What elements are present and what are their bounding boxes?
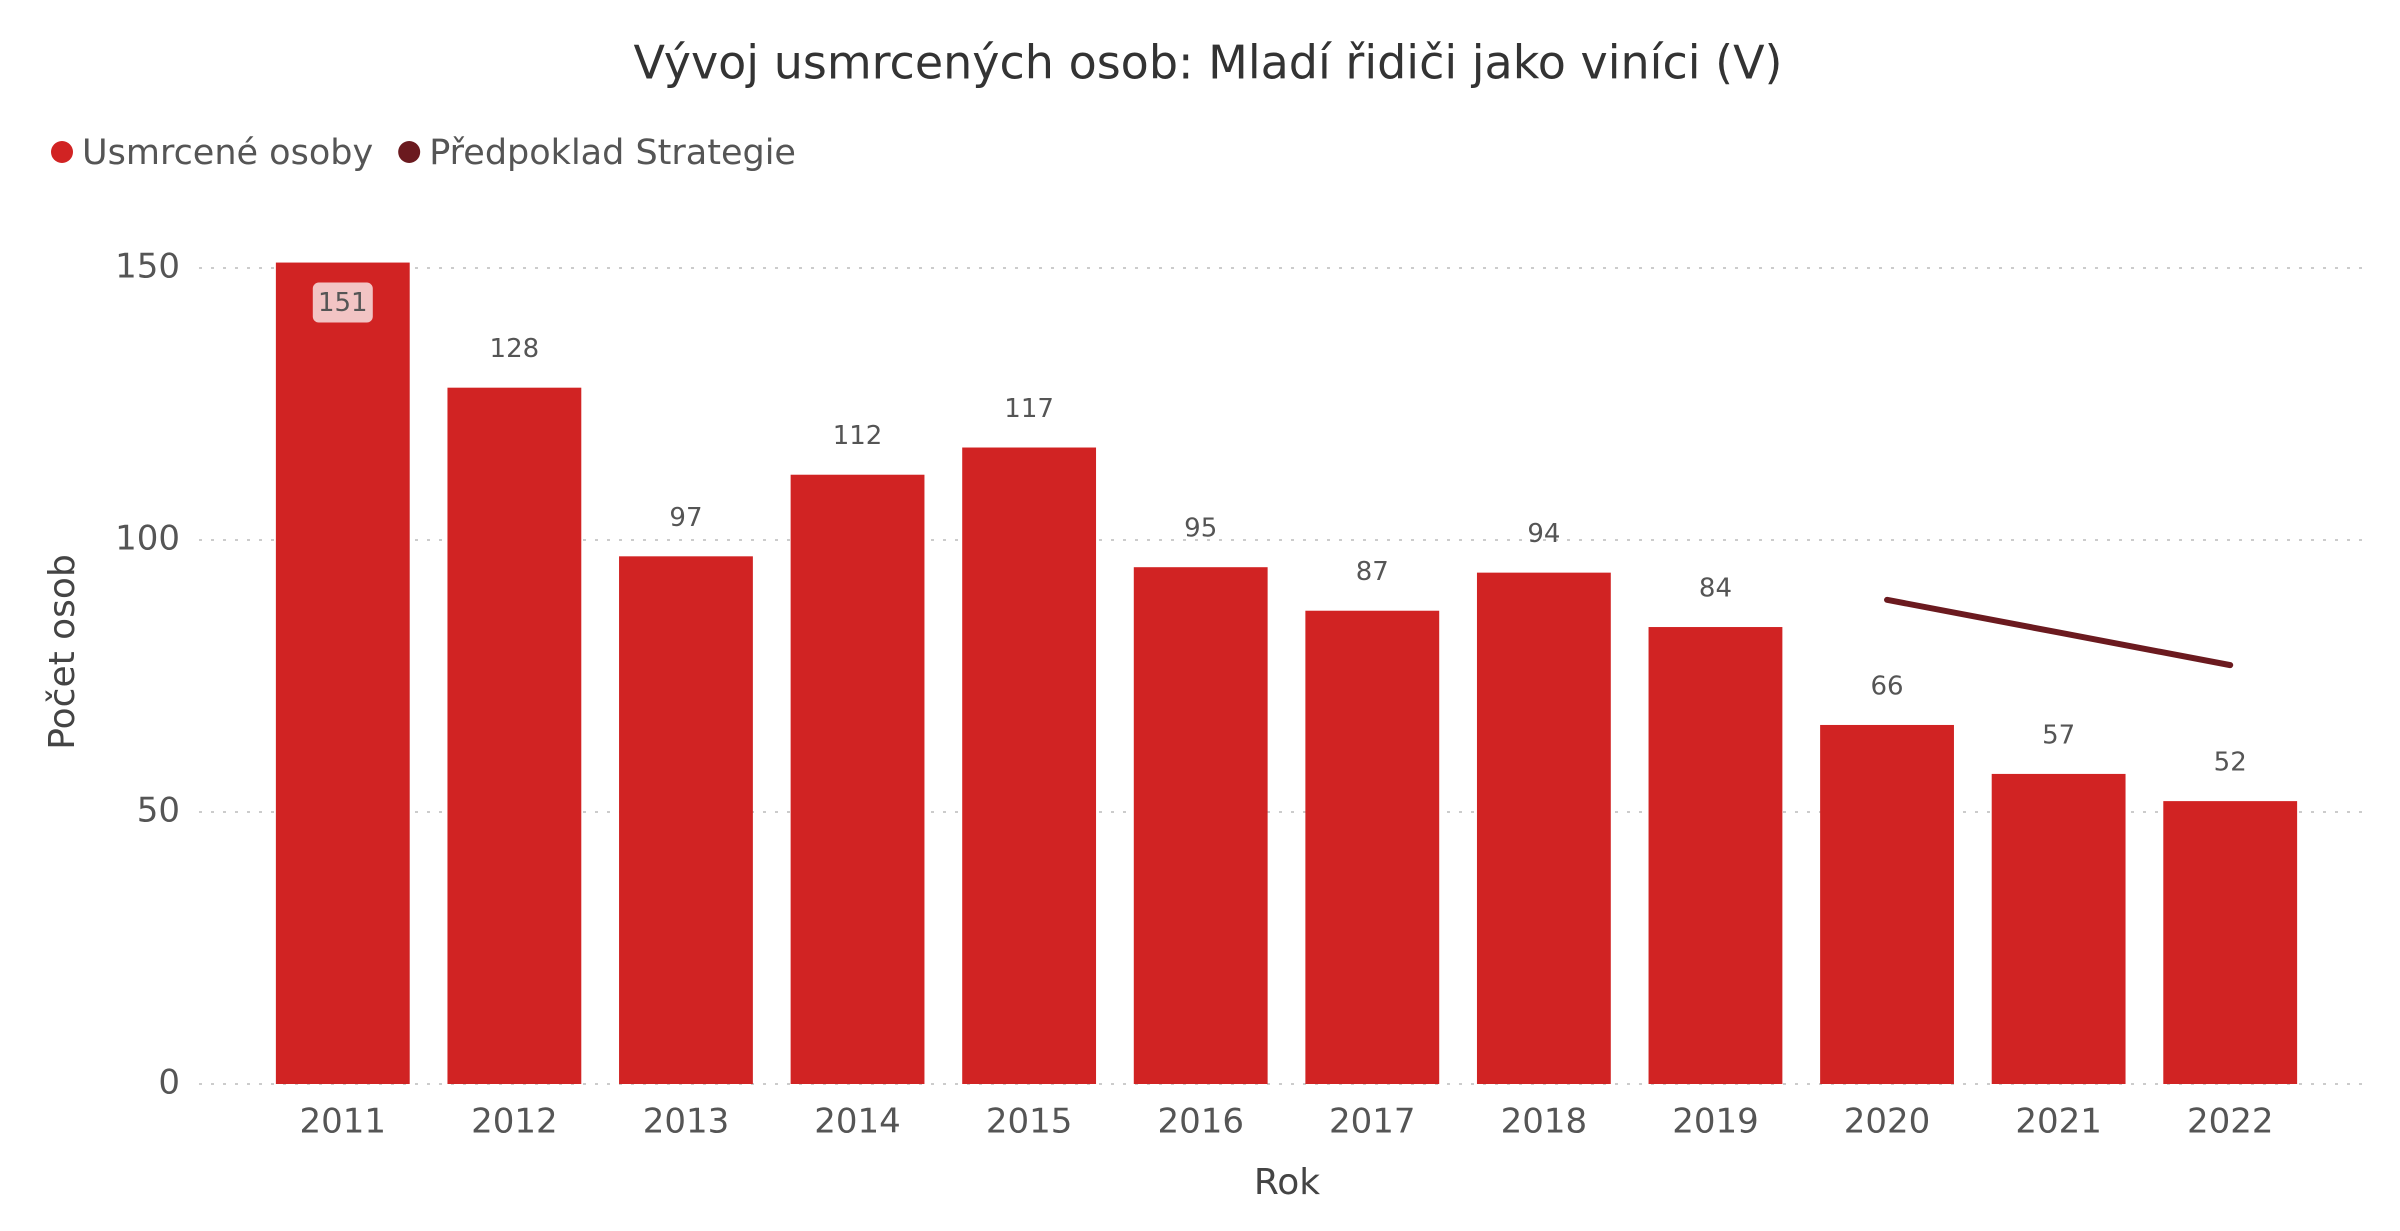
legend-marker bbox=[51, 141, 73, 163]
value-label: 112 bbox=[833, 421, 883, 451]
value-label: 151 bbox=[318, 288, 368, 318]
x-tick-label: 2022 bbox=[2187, 1102, 2274, 1142]
y-tick-label: 150 bbox=[115, 247, 180, 287]
bar bbox=[275, 262, 410, 1084]
bar bbox=[790, 474, 925, 1085]
bar bbox=[447, 387, 582, 1084]
y-tick-label: 0 bbox=[158, 1063, 180, 1103]
value-label: 57 bbox=[2042, 720, 2075, 750]
line bbox=[1884, 596, 2234, 669]
value-label: 97 bbox=[669, 503, 702, 533]
y-tick-label: 100 bbox=[115, 519, 180, 559]
value-label-box bbox=[312, 282, 373, 323]
x-tick-label: 2012 bbox=[471, 1102, 558, 1142]
bar bbox=[1991, 773, 2126, 1084]
bar bbox=[1648, 627, 1783, 1084]
bar bbox=[619, 556, 753, 1084]
value-label: 87 bbox=[1356, 557, 1389, 587]
bar bbox=[962, 447, 1097, 1084]
bar bbox=[1476, 572, 1611, 1084]
bar bbox=[2163, 801, 2298, 1084]
x-tick-label: 2017 bbox=[1329, 1102, 1416, 1142]
value-label: 128 bbox=[490, 334, 540, 364]
x-tick-label: 2014 bbox=[814, 1102, 901, 1142]
bar bbox=[1305, 610, 1440, 1084]
x-tick-label: 2018 bbox=[1501, 1102, 1588, 1142]
chart-title: Vývoj usmrcených osob: Mladí řidiči jako… bbox=[633, 36, 1782, 90]
y-axis-title: Počet osob bbox=[42, 554, 83, 750]
x-tick-label: 2013 bbox=[643, 1102, 730, 1142]
legend-label: Předpoklad Strategie bbox=[429, 133, 796, 173]
legend-marker bbox=[398, 141, 421, 163]
x-tick-label: 2011 bbox=[300, 1102, 387, 1142]
x-tick-label: 2016 bbox=[1157, 1102, 1244, 1142]
x-tick-label: 2021 bbox=[2015, 1102, 2102, 1142]
value-label: 84 bbox=[1699, 574, 1732, 604]
value-label: 94 bbox=[1527, 519, 1560, 549]
x-tick-label: 2019 bbox=[1672, 1102, 1759, 1142]
bar bbox=[1133, 567, 1268, 1084]
x-tick-label: 2015 bbox=[986, 1102, 1073, 1142]
legend-label: Usmrcené osoby bbox=[82, 133, 373, 173]
x-axis-title: Rok bbox=[1254, 1162, 1320, 1203]
value-label: 95 bbox=[1184, 514, 1217, 544]
value-label: 117 bbox=[1004, 394, 1054, 424]
bar bbox=[1820, 724, 1954, 1084]
value-label: 52 bbox=[2214, 748, 2247, 778]
value-label: 66 bbox=[1870, 671, 1903, 701]
y-tick-label: 50 bbox=[137, 791, 180, 831]
x-tick-label: 2020 bbox=[1844, 1102, 1931, 1142]
